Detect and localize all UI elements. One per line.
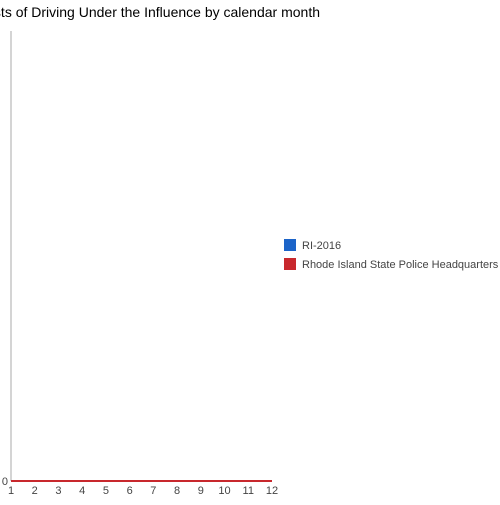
x-tick-label: 12	[266, 485, 278, 497]
x-tick-label: 6	[127, 485, 133, 497]
x-tick-label: 5	[103, 485, 109, 497]
legend-label-1: RI-2016	[302, 240, 341, 252]
legend-label-2: Rhode Island State Police Headquarters	[302, 259, 499, 271]
legend-swatch-1	[284, 239, 296, 251]
chart-title: Arrests of Driving Under the Influence b…	[0, 4, 320, 20]
chart-title-container: Arrests of Driving Under the Influence b…	[0, 4, 500, 24]
x-tick-label: 10	[218, 485, 230, 497]
x-tick-label: 9	[198, 485, 204, 497]
legend-swatch-2	[284, 258, 296, 270]
x-tick-label: 3	[55, 485, 61, 497]
x-tick-label: 11	[243, 485, 254, 497]
x-tick-label: 1	[8, 485, 14, 497]
y-tick-label: 0	[2, 476, 8, 488]
x-tick-label: 2	[32, 485, 38, 497]
x-tick-label: 8	[174, 485, 180, 497]
x-tick-label: 4	[79, 485, 85, 497]
x-tick-label: 7	[150, 485, 156, 497]
